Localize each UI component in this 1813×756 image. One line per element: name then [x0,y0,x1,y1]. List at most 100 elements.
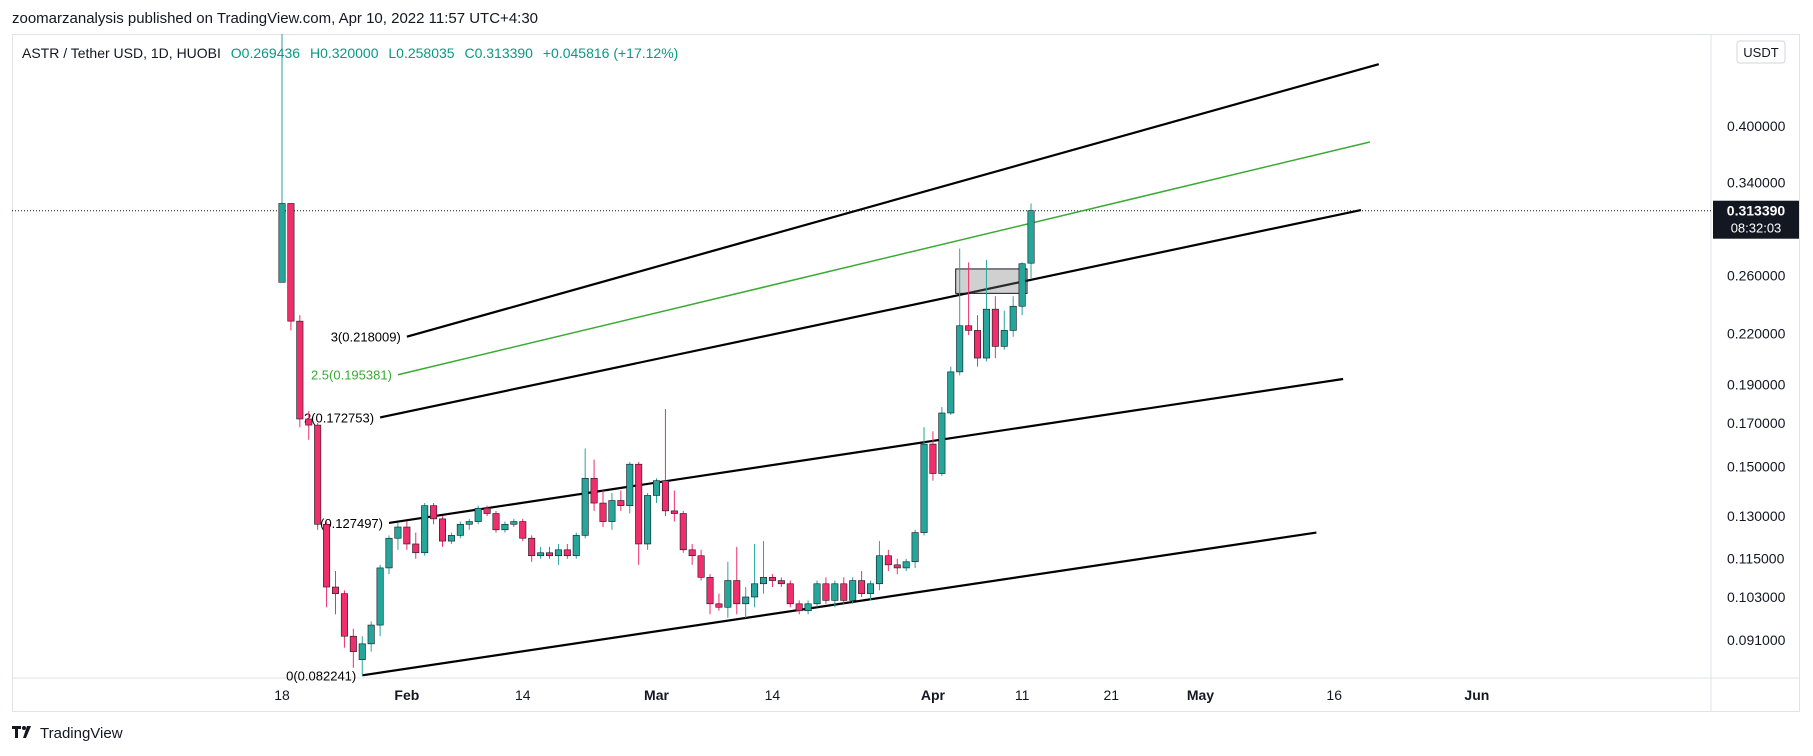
candle-body[interactable] [688,549,696,557]
candle-body[interactable] [430,505,438,520]
candle-body[interactable] [965,325,973,331]
candle-body[interactable] [572,535,580,557]
candle-body[interactable] [706,577,714,605]
candle-body[interactable] [439,518,447,542]
candle-body[interactable] [813,583,821,605]
candle-body[interactable] [697,555,705,578]
legend-low: L0.258035 [388,45,455,61]
candle-body[interactable] [786,583,794,605]
candle-body[interactable] [804,603,812,612]
candle-body[interactable] [661,480,669,512]
candle-body[interactable] [724,580,732,608]
candle-body[interactable] [519,521,527,539]
candle-body[interactable] [902,561,910,569]
fib-channel-line[interactable] [397,141,1371,376]
fib-channel-line[interactable] [362,531,1317,677]
candle-body[interactable] [278,203,286,283]
candle-body[interactable] [456,523,464,536]
candle-body[interactable] [956,325,964,373]
candle-body[interactable] [349,635,357,652]
candle-body[interactable] [733,580,741,605]
candle-body[interactable] [554,549,562,557]
candle-body[interactable] [947,371,955,414]
candle-body[interactable] [358,643,366,660]
candle-body[interactable] [715,603,723,608]
candle-body[interactable] [394,526,402,539]
candle-body[interactable] [626,463,634,506]
candle-body[interactable] [412,543,420,554]
candle-body[interactable] [340,593,348,637]
candle-body[interactable] [501,523,509,531]
candle-body[interactable] [991,308,999,347]
candle-body[interactable] [893,564,901,569]
candle-body[interactable] [679,513,687,551]
candle-body[interactable] [795,603,803,612]
candle-body[interactable] [768,577,776,581]
candle-body[interactable] [421,505,429,554]
candle-body[interactable] [849,580,857,601]
currency-badge[interactable] [1736,40,1786,64]
candle-body[interactable] [608,500,616,522]
candle-body[interactable] [1009,305,1017,331]
candle-body[interactable] [376,567,384,626]
candle-body[interactable] [528,537,536,557]
candle-body[interactable] [644,495,652,545]
y-tick-label: 0.190000 [1727,376,1786,392]
candle-body[interactable] [653,480,661,496]
candle-body[interactable] [920,443,928,533]
candle-body[interactable] [777,580,785,585]
candle-body[interactable] [1000,330,1008,347]
candle-body[interactable] [911,532,919,563]
brand-footer[interactable]: TradingView [12,725,123,742]
highlight-rectangle[interactable] [955,268,1028,294]
candle-body[interactable] [492,513,500,531]
x-tick-label: Apr [921,687,946,703]
candle-body[interactable] [403,526,411,545]
candle-body[interactable] [831,583,839,601]
candle-body[interactable] [563,549,571,557]
candle-body[interactable] [385,537,393,569]
candle-body[interactable] [1027,210,1035,264]
candle-body[interactable] [884,555,892,566]
candle-body[interactable] [546,552,554,557]
fib-channel-line[interactable] [406,63,1380,338]
candle-body[interactable] [590,477,598,504]
fib-channel-line[interactable] [388,377,1344,525]
fib-channel-line[interactable] [379,208,1362,419]
candle-body[interactable] [858,580,866,594]
candle-body[interactable] [840,583,848,601]
candle-body[interactable] [822,583,830,601]
candle-body[interactable] [447,535,455,542]
candle-body[interactable] [323,523,331,588]
candle-body[interactable] [974,330,982,359]
candle-body[interactable] [510,521,518,525]
symbol-name[interactable]: ASTR / Tether USD, 1D, HUOBI [22,45,221,61]
candle-body[interactable] [296,320,304,420]
candle-body[interactable] [1018,263,1026,307]
candle-body[interactable] [751,583,759,598]
candle-body[interactable] [670,510,678,514]
candle-body[interactable] [465,521,473,525]
candle-body[interactable] [474,507,482,522]
candle-body[interactable] [929,443,937,474]
candle-body[interactable] [635,463,643,545]
candle-body[interactable] [617,500,625,506]
candle-body[interactable] [760,577,768,585]
candle-body[interactable] [287,203,295,322]
candle-body[interactable] [742,596,750,605]
candle-body[interactable] [982,308,990,359]
candle-body[interactable] [483,507,491,514]
x-tick-label: Mar [644,687,669,703]
candle-body[interactable] [938,412,946,474]
candle-body[interactable] [599,502,607,522]
candle-body[interactable] [867,583,875,594]
candle-body[interactable] [314,424,322,525]
candle-body[interactable] [332,586,340,594]
candle-body[interactable] [367,624,375,645]
candle-body[interactable] [537,552,545,557]
candle-body[interactable] [305,418,313,426]
candle-body[interactable] [875,555,883,585]
candle-body[interactable] [581,477,589,536]
x-tick-label: 14 [515,687,531,703]
